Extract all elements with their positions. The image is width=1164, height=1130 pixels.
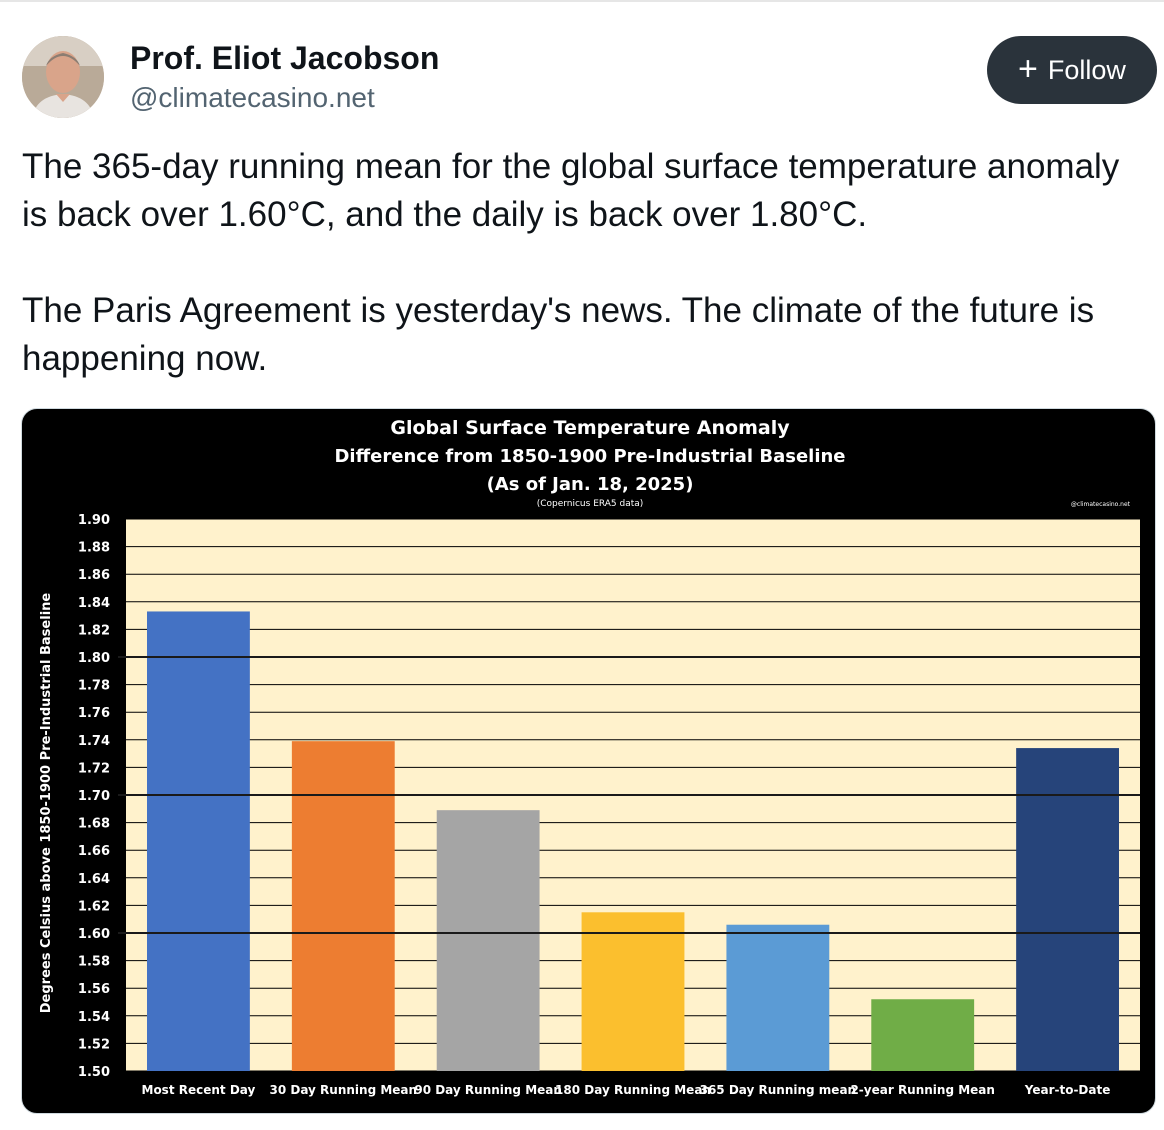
y-tick-label: 1.50 [78, 1065, 110, 1080]
y-axis-label: Degrees Celsius above 1850-1900 Pre-Indu… [39, 593, 54, 1014]
bar-chart: 1.90 1.88 1.86 1.84 1.82 1.80 1.78 1.76 1.74 1.72… [39, 417, 1140, 1097]
top-divider [0, 0, 1164, 2]
y-tick-label: 1.54 [78, 1010, 110, 1025]
x-tick-label: 2-year Running Mean [850, 1083, 995, 1097]
y-tick-label: 1.90 [78, 513, 110, 528]
y-tick-label: 1.52 [78, 1037, 110, 1052]
plus-icon: + [1018, 49, 1038, 88]
bar [147, 611, 250, 1071]
chart-watermark: @climatecasino.net [1071, 501, 1131, 508]
y-tick-label: 1.86 [78, 568, 110, 583]
bar [581, 912, 685, 1071]
author-name[interactable]: Prof. Eliot Jacobson [130, 40, 440, 76]
y-tick-label: 1.78 [78, 679, 110, 694]
chart-subtitle: Difference from 1850-1900 Pre-Industrial… [334, 446, 845, 467]
y-tick-label: 1.56 [78, 982, 110, 997]
y-tick-label: 1.66 [78, 844, 110, 859]
chart-image[interactable]: 1.90 1.88 1.86 1.84 1.82 1.80 1.78 1.76 1.74 1.72… [21, 408, 1156, 1114]
y-tick-label: 1.84 [78, 596, 110, 611]
x-tick-label: 30 Day Running Mean [269, 1083, 417, 1097]
chart-title: Global Surface Temperature Anomaly [390, 417, 790, 439]
follow-label: Follow [1047, 54, 1126, 85]
y-tick-label: 1.62 [78, 899, 110, 914]
post-text: The 365-day running mean for the global … [22, 143, 1142, 431]
follow-button[interactable]: + Follow [987, 36, 1157, 104]
y-tick-label: 1.70 [78, 789, 110, 804]
avatar-photo-icon [22, 36, 104, 118]
y-tick-label: 1.76 [78, 706, 110, 721]
post-paragraph: The 365-day running mean for the global … [22, 147, 1120, 234]
avatar[interactable] [22, 36, 104, 118]
y-tick-label: 1.82 [78, 623, 110, 638]
x-tick-label: Year-to-Date [1024, 1083, 1111, 1097]
x-tick-label: 90 Day Running Mean [414, 1083, 562, 1097]
chart-date: (As of Jan. 18, 2025) [487, 474, 694, 495]
y-tick-label: 1.80 [78, 651, 110, 666]
y-tick-label: 1.88 [78, 541, 110, 556]
bar [871, 999, 975, 1071]
author-handle[interactable]: @climatecasino.net [130, 82, 375, 113]
bar [291, 741, 395, 1071]
chart-source: (Copernicus ERA5 data) [537, 499, 644, 509]
y-tick-label: 1.68 [78, 817, 110, 832]
y-tick-label: 1.64 [78, 872, 110, 887]
x-tick-label: 365 Day Running mean [700, 1083, 857, 1097]
x-tick-label: Most Recent Day [142, 1083, 256, 1097]
y-tick-label: 1.72 [78, 761, 110, 776]
bar [1016, 748, 1119, 1071]
y-tick-label: 1.60 [78, 927, 110, 942]
post-paragraph: The Paris Agreement is yesterday's news.… [22, 291, 1095, 378]
y-tick-label: 1.58 [78, 955, 110, 970]
x-tick-label: 180 Day Running Mean [555, 1083, 711, 1097]
bar [436, 810, 540, 1071]
y-tick-label: 1.74 [78, 734, 110, 749]
bar [726, 924, 830, 1071]
